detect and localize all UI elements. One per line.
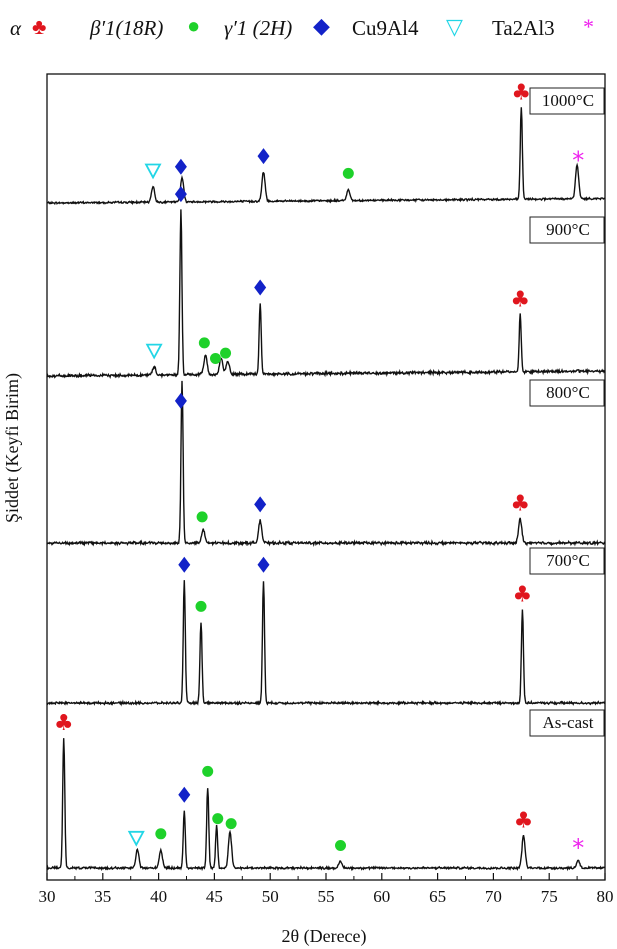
y-axis-title: Şiddet (Keyfi Birim) [2,373,23,523]
panel-label-box [529,87,605,115]
alpha-marker: ♣ [511,80,531,105]
legend-beta-label: β′1(18R) [90,16,164,40]
beta-marker [210,352,222,364]
beta-marker [225,818,237,830]
gamma-marker [254,496,267,513]
ta2al3-marker: * [572,834,584,862]
panel-label-box [529,709,605,737]
legend-cu9al4-label: Cu9Al4 [352,16,419,40]
ta2al3-marker: * [572,147,584,175]
series-line-0 [46,107,606,206]
green-dot-icon: ● [187,13,201,38]
axis-layer: 30 35 40 45 50 55 60 65 70 75 80 [39,73,614,906]
series-line-3 [46,580,606,707]
series-line-1 [46,209,606,380]
x-tick-label: 75 [541,887,558,906]
alpha-marker: ♣ [510,492,530,517]
x-axis-title: 2θ (Derece) [281,926,366,947]
x-tick-label: 35 [94,887,111,906]
gamma-marker [174,186,187,203]
alpha-marker: ♣ [513,582,533,607]
cu9al4-marker [127,830,145,847]
panel-label-box [529,379,605,407]
gamma-marker [257,148,270,165]
marker-layer: ♣ * ♣ ♣ ♣ ♣ ♣ * [54,80,584,862]
x-tick-label: 45 [206,887,223,906]
gamma-marker [257,556,270,573]
beta-marker [196,511,208,523]
panel-label: 900°C [546,220,590,239]
cu9al4-marker [144,163,162,180]
x-tick-label: 80 [597,887,614,906]
alpha-marker: ♣ [514,809,534,834]
cu9al4-marker [145,343,163,360]
club-icon: ♣ [32,14,47,39]
beta-marker [195,600,207,612]
legend-gamma-label: γ′1 (2H) [224,16,293,40]
beta-marker [155,828,167,840]
gamma-marker [254,279,267,296]
panel-label: 800°C [546,383,590,402]
legend-alpha-label: α [10,16,22,40]
beta-marker [335,840,347,851]
gamma-marker [174,392,187,409]
legend-ta2al3-label: Ta2Al3 [492,16,555,40]
cyan-triangle-icon: ▽ [446,14,463,39]
plot-frame [46,73,606,881]
beta-marker [342,167,354,179]
x-tick-label: 30 [39,887,56,906]
series-layer: 1000°C 900°C 800°C 700°C As-cast [46,87,606,872]
x-tick-label: 50 [262,887,279,906]
panel-label: 700°C [546,551,590,570]
x-tick-label: 55 [318,887,335,906]
panel-label: 1000°C [542,91,594,110]
x-tick-label: 70 [485,887,502,906]
x-tick-label: 40 [150,887,167,906]
beta-marker [220,347,232,359]
beta-marker [198,337,210,349]
gamma-marker [178,786,191,803]
blue-diamond-icon: ◆ [313,13,330,38]
series-line-2 [46,380,606,547]
beta-marker [212,813,224,825]
gamma-marker [174,158,187,175]
alpha-marker: ♣ [54,711,74,736]
x-tick-label: 60 [373,887,390,906]
series-line-4 [46,738,606,872]
panel-label-box [529,547,605,575]
beta-marker [202,765,214,777]
alpha-marker: ♣ [510,288,530,313]
gamma-marker [178,556,191,573]
magenta-star-icon: * [583,14,594,39]
panel-label-box [529,216,605,244]
x-tick-label: 65 [429,887,446,906]
legend: α ♣ β′1(18R) ● γ′1 (2H) ◆ Cu9Al4 ▽ Ta2Al… [0,0,617,56]
panel-label: As-cast [543,713,594,732]
